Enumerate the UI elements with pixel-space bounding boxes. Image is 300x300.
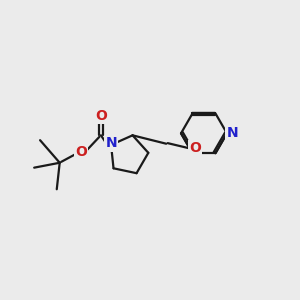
Text: N: N — [226, 126, 238, 140]
Text: O: O — [189, 141, 201, 155]
Text: O: O — [95, 109, 107, 123]
Text: N: N — [105, 136, 117, 150]
Text: O: O — [75, 145, 87, 159]
